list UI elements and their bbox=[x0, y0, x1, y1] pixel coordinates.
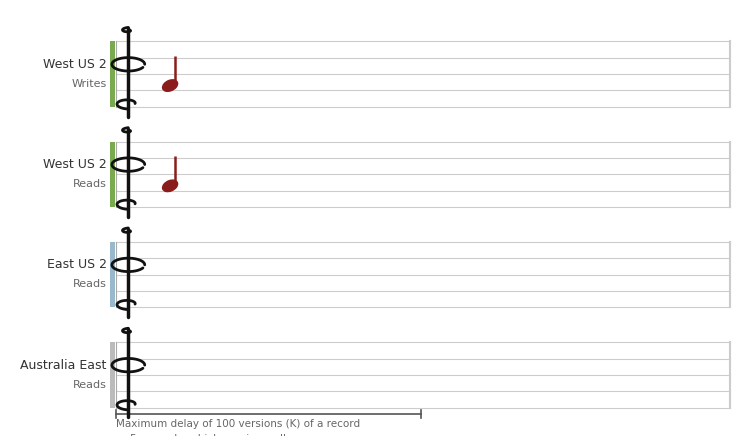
Ellipse shape bbox=[163, 80, 178, 91]
Text: Reads: Reads bbox=[73, 179, 107, 189]
Text: Writes: Writes bbox=[72, 79, 107, 89]
Ellipse shape bbox=[163, 180, 178, 191]
Text: or 5 seconds, whichever is smaller: or 5 seconds, whichever is smaller bbox=[116, 434, 296, 436]
Text: Australia East: Australia East bbox=[20, 359, 107, 371]
Text: Maximum delay of 100 versions (K) of a record: Maximum delay of 100 versions (K) of a r… bbox=[116, 419, 360, 429]
Bar bbox=[110, 342, 115, 408]
Bar bbox=[110, 142, 115, 207]
Text: Reads: Reads bbox=[73, 279, 107, 290]
Bar bbox=[110, 41, 115, 107]
Bar bbox=[110, 242, 115, 307]
Text: East US 2: East US 2 bbox=[47, 259, 107, 271]
Text: Reads: Reads bbox=[73, 380, 107, 390]
Text: West US 2: West US 2 bbox=[43, 58, 107, 71]
Text: West US 2: West US 2 bbox=[43, 158, 107, 171]
